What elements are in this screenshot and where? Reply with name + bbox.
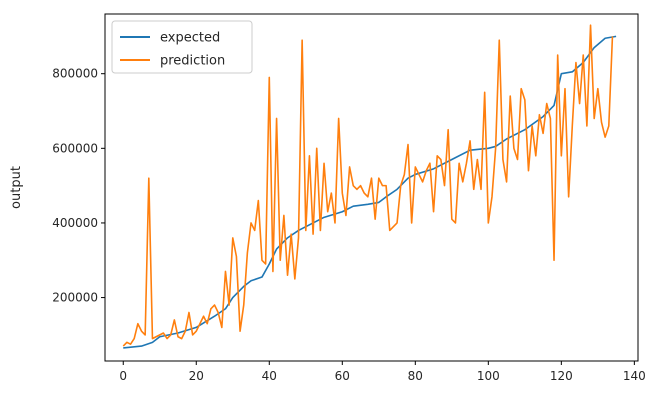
x-tick-label: 60	[335, 369, 350, 383]
y-tick-label: 400000	[52, 216, 98, 230]
x-tick-label: 100	[477, 369, 500, 383]
y-tick-label: 600000	[52, 141, 98, 155]
x-tick-label: 80	[408, 369, 423, 383]
legend: expected prediction	[111, 20, 253, 74]
axes-frame	[104, 13, 639, 362]
series-line-prediction	[122, 24, 614, 347]
x-tick-label: 40	[262, 369, 277, 383]
x-tick-label: 20	[189, 369, 204, 383]
series-line-expected	[123, 35, 617, 349]
y-axis-ticks: 200000 400000 600000 800000	[52, 67, 105, 305]
y-tick-label: 200000	[52, 291, 98, 305]
x-tick-label: 120	[550, 369, 573, 383]
x-tick-label: 0	[119, 369, 127, 383]
x-tick-label: 140	[623, 369, 646, 383]
y-axis-label: output	[9, 166, 24, 209]
y-tick-label: 800000	[52, 67, 98, 81]
series-layer	[122, 24, 617, 349]
legend-label-expected: expected	[160, 31, 220, 46]
legend-label-prediction: prediction	[160, 54, 225, 69]
x-axis-ticks: 0 20 40 60 80 100 120 140	[119, 361, 646, 383]
